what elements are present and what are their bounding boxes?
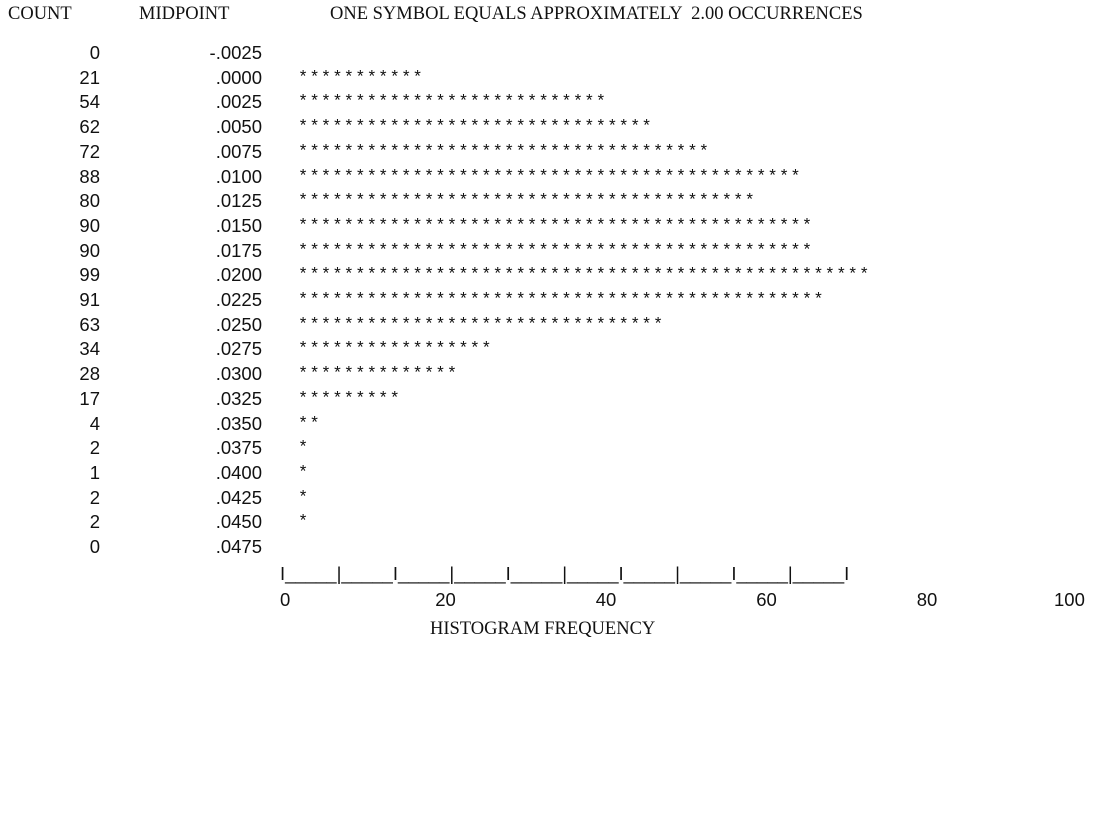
midpoint-label: .0275 — [215, 338, 262, 360]
midpoint-label: .0375 — [215, 437, 262, 459]
histogram-bar: ****************************************… — [298, 266, 871, 286]
histogram-bar: **************************************** — [298, 192, 757, 212]
histogram-bar: *************************** — [298, 93, 608, 113]
midpoint-label: .0025 — [215, 91, 262, 113]
midpoint-label: .0000 — [215, 66, 262, 88]
midpoint-label: .0400 — [215, 461, 262, 483]
midpoint-label: .0300 — [215, 363, 262, 385]
midpoint-label: .0100 — [215, 165, 262, 187]
midpoint-label: .0425 — [215, 486, 262, 508]
x-tick-label: 40 — [595, 588, 617, 610]
x-tick-label: 100 — [1054, 588, 1085, 610]
histogram-bar: ************** — [298, 365, 459, 385]
midpoint-label: .0050 — [215, 116, 262, 138]
count-value: 34 — [79, 338, 100, 360]
histogram-bar: ***************** — [298, 340, 493, 360]
x-tick-label: 60 — [756, 588, 777, 610]
histogram-bar: * — [298, 439, 310, 459]
count-value: 21 — [79, 66, 100, 88]
midpoint-label: .0475 — [215, 536, 262, 557]
x-tick-label: 20 — [435, 588, 456, 610]
midpoint-label: .0325 — [215, 387, 262, 409]
histogram-bar: ****************************************… — [298, 291, 825, 310]
count-value: 28 — [79, 363, 100, 385]
midpoint-label: .0350 — [215, 412, 262, 434]
count-value: 90 — [79, 214, 100, 236]
count-value: 80 — [79, 190, 100, 212]
count-value: 2 — [89, 511, 100, 533]
midpoint-label: .0175 — [215, 239, 262, 261]
x-tick-label: 0 — [280, 588, 291, 610]
histogram-bar: * — [298, 488, 310, 508]
header-midpoint: MIDPOINT — [139, 4, 230, 24]
header-count: COUNT — [8, 4, 72, 24]
count-value: 62 — [79, 116, 100, 138]
histogram-bar: ****************************************… — [298, 216, 814, 236]
midpoint-label: .0250 — [215, 313, 262, 335]
midpoint-label: .0150 — [215, 214, 262, 236]
histogram-bar: ****************************************… — [298, 241, 814, 261]
midpoint-label: .0125 — [215, 190, 262, 212]
count-value: 2 — [89, 437, 100, 459]
count-value: 91 — [79, 289, 100, 310]
count-value: 2 — [89, 486, 100, 508]
x-axis-label: HISTOGRAM FREQUENCY — [430, 618, 656, 639]
histogram-bar: ** — [298, 414, 321, 434]
histogram-bar: ********* — [298, 389, 402, 409]
midpoint-label: .0450 — [215, 511, 262, 533]
histogram-bar: ************************************ — [298, 142, 711, 162]
midpoint-label: .0225 — [215, 289, 262, 310]
histogram-bar: *********** — [298, 68, 424, 88]
count-value: 1 — [89, 461, 100, 483]
count-value: 54 — [79, 91, 100, 113]
midpoint-label: .0075 — [215, 140, 262, 162]
histogram-bar: ****************************************… — [298, 167, 802, 187]
count-value: 88 — [79, 165, 100, 187]
x-tick-label: 80 — [916, 588, 938, 610]
count-value: 90 — [79, 239, 100, 261]
count-value: 72 — [79, 140, 100, 162]
count-value: 63 — [79, 313, 100, 335]
count-value: 17 — [79, 387, 100, 409]
histogram-bar: ******************************** — [298, 315, 665, 335]
count-value: 0 — [89, 42, 100, 63]
header-scale-note: ONE SYMBOL EQUALS APPROXIMATELY 2.00 OCC… — [330, 4, 863, 24]
midpoint-label: .0200 — [215, 264, 262, 286]
count-value: 0 — [89, 536, 100, 557]
x-axis-line: I_____|_____I_____|_____I_____|_____I___… — [280, 562, 850, 584]
histogram-bar: * — [298, 513, 310, 533]
midpoint-label: -.0025 — [209, 42, 262, 63]
histogram-bar: * — [298, 463, 310, 483]
count-value: 99 — [79, 264, 100, 286]
histogram-bar: ******************************* — [298, 118, 654, 138]
count-value: 4 — [89, 412, 100, 434]
